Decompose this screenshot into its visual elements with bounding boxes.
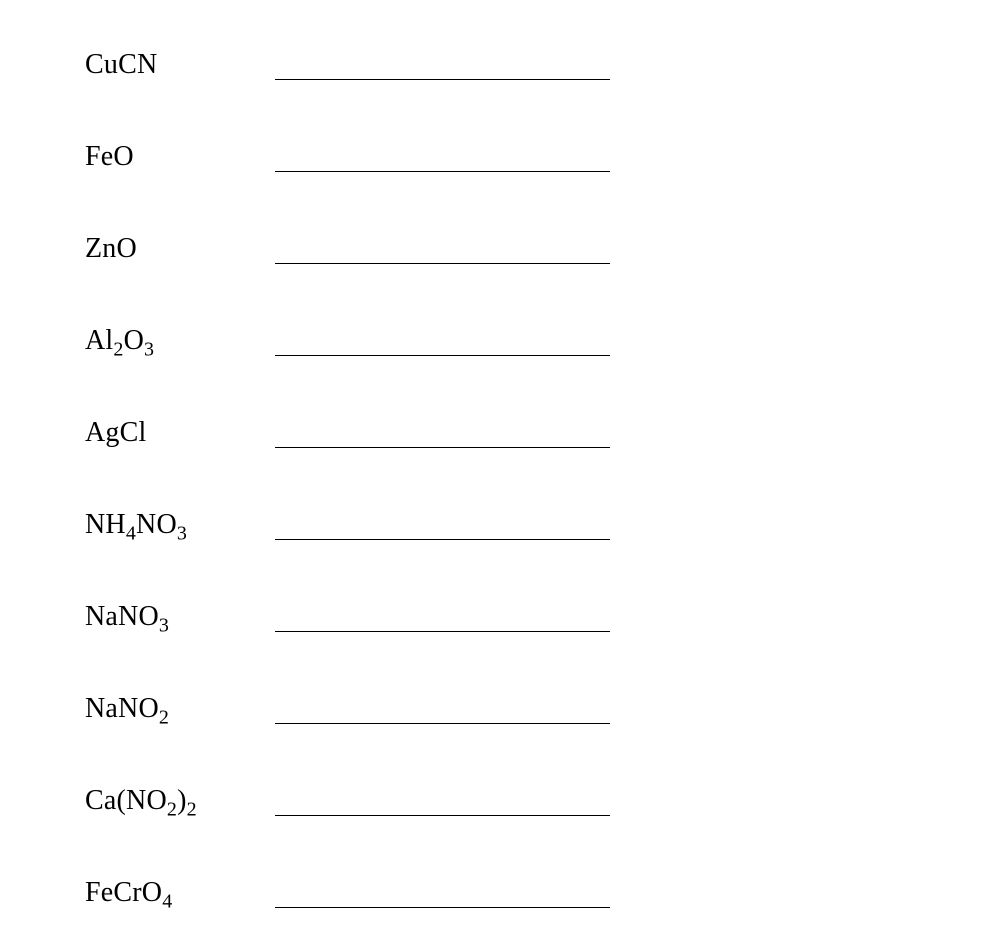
answer-blank[interactable] — [275, 79, 610, 80]
answer-blank[interactable] — [275, 907, 610, 908]
chemical-formula: NH4NO3 — [85, 508, 275, 572]
answer-blank[interactable] — [275, 539, 610, 540]
worksheet-page: CuCN FeO ZnO Al2O3 AgCl NH4NO3 NaNO3 NaN… — [0, 0, 997, 940]
answer-blank[interactable] — [275, 355, 610, 356]
worksheet-row: NaNO3 — [85, 572, 997, 664]
worksheet-row: CuCN — [85, 20, 997, 112]
worksheet-row: AgCl — [85, 388, 997, 480]
chemical-formula: FeO — [85, 140, 275, 204]
answer-blank[interactable] — [275, 631, 610, 632]
chemical-formula: Ca(NO2)2 — [85, 784, 275, 848]
worksheet-row: FeO — [85, 112, 997, 204]
chemical-formula: FeCrO4 — [85, 876, 275, 940]
worksheet-row: Ca(NO2)2 — [85, 756, 997, 848]
answer-blank[interactable] — [275, 723, 610, 724]
answer-blank[interactable] — [275, 815, 610, 816]
answer-blank[interactable] — [275, 171, 610, 172]
chemical-formula: AgCl — [85, 416, 275, 480]
worksheet-row: NaNO2 — [85, 664, 997, 756]
chemical-formula: NaNO2 — [85, 692, 275, 756]
answer-blank[interactable] — [275, 447, 610, 448]
answer-blank[interactable] — [275, 263, 610, 264]
worksheet-row: NH4NO3 — [85, 480, 997, 572]
chemical-formula: Al2O3 — [85, 324, 275, 388]
worksheet-row: Al2O3 — [85, 296, 997, 388]
chemical-formula: ZnO — [85, 232, 275, 296]
worksheet-row: FeCrO4 — [85, 848, 997, 940]
chemical-formula: NaNO3 — [85, 600, 275, 664]
worksheet-row: ZnO — [85, 204, 997, 296]
chemical-formula: CuCN — [85, 48, 275, 112]
